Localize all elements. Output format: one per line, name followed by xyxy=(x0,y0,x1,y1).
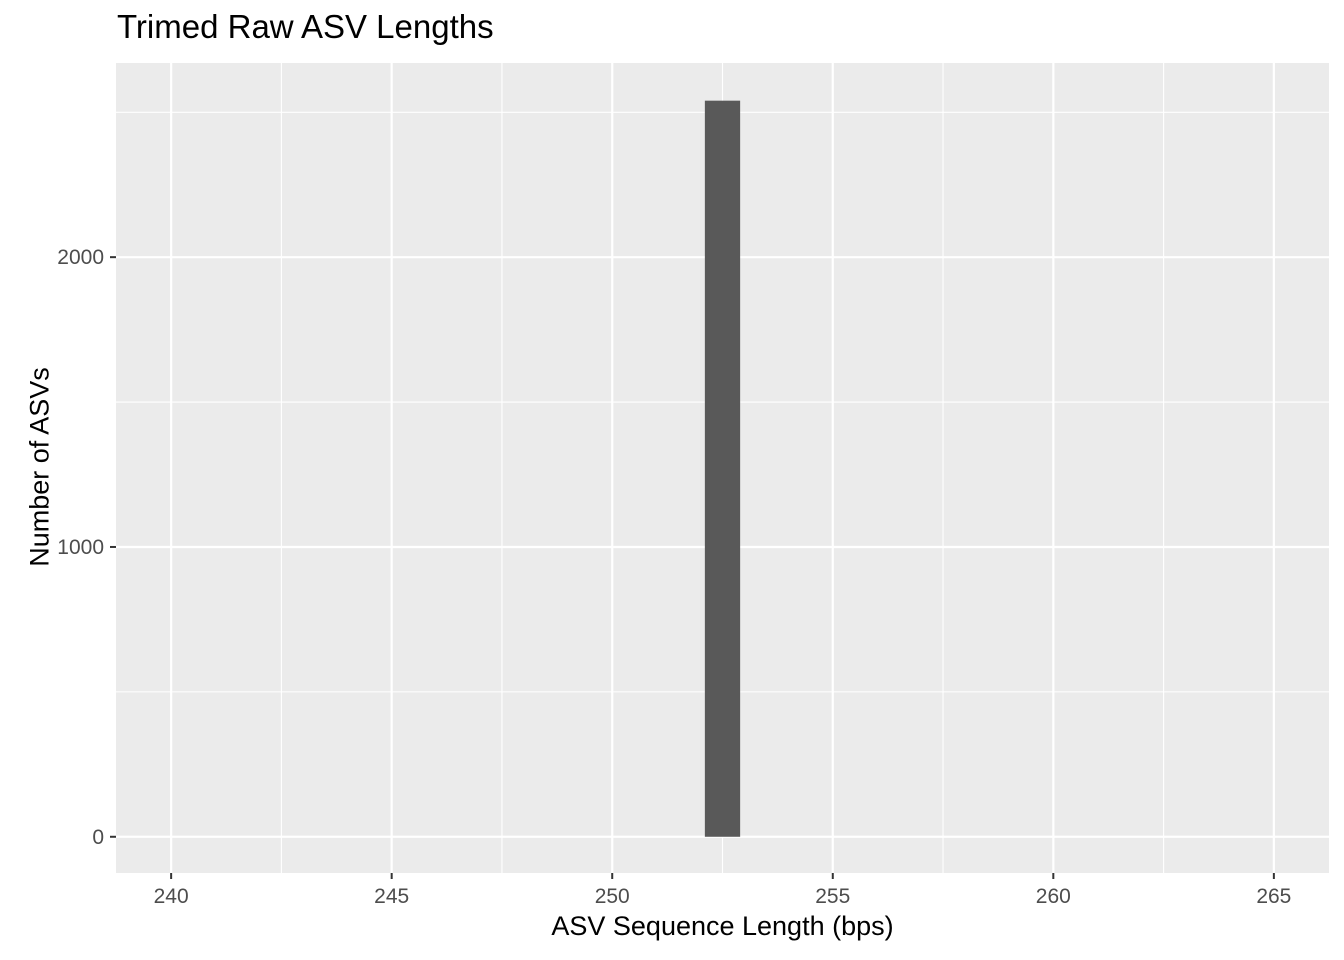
histogram-bar xyxy=(704,100,741,837)
x-tick-label: 255 xyxy=(815,885,850,908)
x-tick-label: 250 xyxy=(595,885,630,908)
x-tick-label: 245 xyxy=(374,885,409,908)
y-tick-label: 0 xyxy=(92,826,104,849)
x-axis-label: ASV Sequence Length (bps) xyxy=(551,911,894,941)
y-axis-label: Number of ASVs xyxy=(24,367,55,567)
x-tick-label: 260 xyxy=(1036,885,1071,908)
bars xyxy=(704,100,741,837)
y-tick-label: 1000 xyxy=(57,536,104,559)
x-tick-label: 265 xyxy=(1256,885,1291,908)
x-tick-label: 240 xyxy=(154,885,189,908)
chart-title: Trimed Raw ASV Lengths xyxy=(117,8,494,45)
x-axis: 240 245 250 255 260 265 xyxy=(154,873,1291,908)
y-tick-label: 2000 xyxy=(57,246,104,269)
y-axis: 0 1000 2000 xyxy=(57,246,116,849)
